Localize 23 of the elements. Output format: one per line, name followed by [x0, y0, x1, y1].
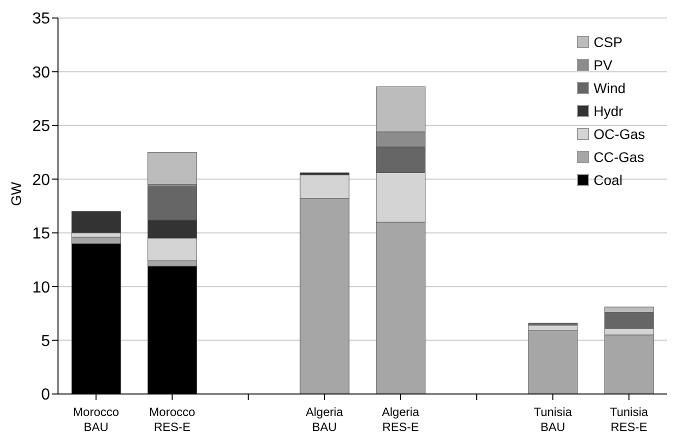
- legend-label: CC-Gas: [594, 148, 644, 164]
- y-tick-label: 0: [41, 386, 50, 404]
- x-tick-label: Morocco RES-E: [149, 405, 196, 434]
- y-tick-label: 30: [32, 64, 50, 82]
- x-tick-label: Tunisia RES-E: [610, 405, 648, 434]
- y-tick-label: 25: [32, 118, 50, 136]
- legend-label: Hydr: [594, 102, 624, 118]
- bar: [71, 211, 121, 234]
- y-tick-label: 5: [41, 332, 50, 350]
- y-tick-label: 10: [32, 279, 50, 296]
- legend-label: Wind: [594, 80, 626, 96]
- y-tick-label: 15: [32, 226, 50, 243]
- y-axis-title: GW: [8, 181, 24, 206]
- legend-label: OC-Gas: [594, 126, 645, 142]
- y-tick-label: 20: [32, 172, 50, 189]
- x-tick-label: Morocco BAU: [73, 405, 120, 434]
- x-tick-label: Algeria BAU: [306, 405, 344, 434]
- legend-label: CSP: [594, 34, 622, 50]
- legend-label: Coal: [594, 172, 622, 188]
- legend-label: PV: [594, 56, 612, 72]
- y-tick-label: 35: [32, 10, 50, 28]
- x-tick-label: Algeria RES-E: [382, 405, 420, 434]
- x-tick-label: Tunisia BAU: [534, 405, 572, 434]
